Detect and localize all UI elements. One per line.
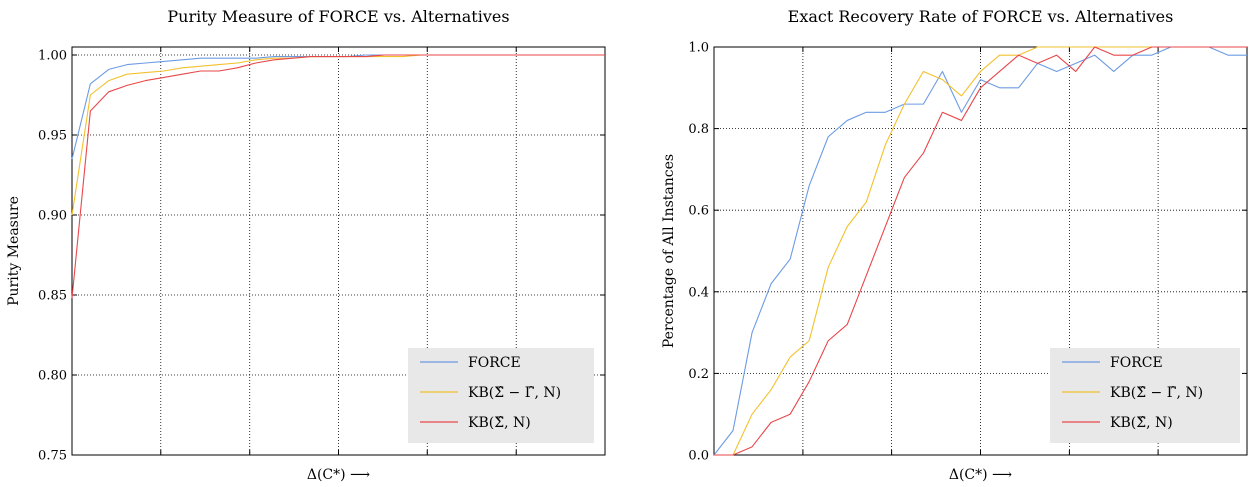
y-axis-label: Percentage of All Instances — [661, 154, 677, 348]
y-tick-label: 0.2 — [688, 367, 709, 382]
chart-title: Exact Recovery Rate of FORCE vs. Alterna… — [788, 7, 1174, 26]
subplot-1: 0.75 0.80 0.85 0.90 0.95 1.00 Purity Measure o… — [6, 7, 606, 483]
x-axis-label: Δ(C*) ⟶ — [307, 467, 370, 483]
subplot-2: 0.0 0.2 0.4 0.6 0.8 1.0 Exact Recovery Rate of… — [661, 7, 1248, 483]
y-tick-label: 0.85 — [38, 289, 67, 304]
x-axis-label: Δ(C*) ⟶ — [949, 467, 1012, 483]
series-line-1 — [713, 46, 1247, 456]
y-tick-label: 0.80 — [38, 369, 67, 384]
y-tick-label: 0.0 — [688, 449, 709, 464]
legend-box — [1050, 348, 1240, 443]
y-tick-label: 1.00 — [38, 49, 67, 64]
y-tick-label: 0.90 — [38, 209, 67, 224]
series-line-3 — [714, 46, 1247, 456]
legend-label: KB(Σ̂, N) — [1110, 415, 1173, 431]
y-tick-label: 0.6 — [688, 204, 709, 219]
y-axis-label: Purity Measure — [6, 196, 22, 306]
legend-label: FORCE — [1110, 355, 1163, 371]
legend-box — [408, 348, 594, 443]
y-tick-label: 1.0 — [688, 41, 709, 56]
legend-label: KB(Σ̂ − Γ̂, N) — [468, 385, 561, 401]
legend: FORCE KB(Σ̂ − Γ̂, N) KB(Σ̂, N) — [1050, 348, 1240, 443]
chart-title: Purity Measure of FORCE vs. Alternatives — [167, 7, 509, 26]
series-line-3 — [71, 54, 605, 299]
legend-label: KB(Σ̂, N) — [468, 415, 531, 431]
y-tick-label: 0.75 — [38, 449, 67, 464]
legend-label: KB(Σ̂ − Γ̂, N) — [1110, 385, 1203, 401]
y-tick-label: 0.8 — [688, 122, 709, 137]
y-tick-label: 0.95 — [38, 129, 67, 144]
y-tick-label: 0.4 — [688, 285, 709, 300]
legend: FORCE KB(Σ̂ − Γ̂, N) KB(Σ̂, N) — [408, 348, 594, 443]
legend-label: FORCE — [468, 355, 521, 371]
